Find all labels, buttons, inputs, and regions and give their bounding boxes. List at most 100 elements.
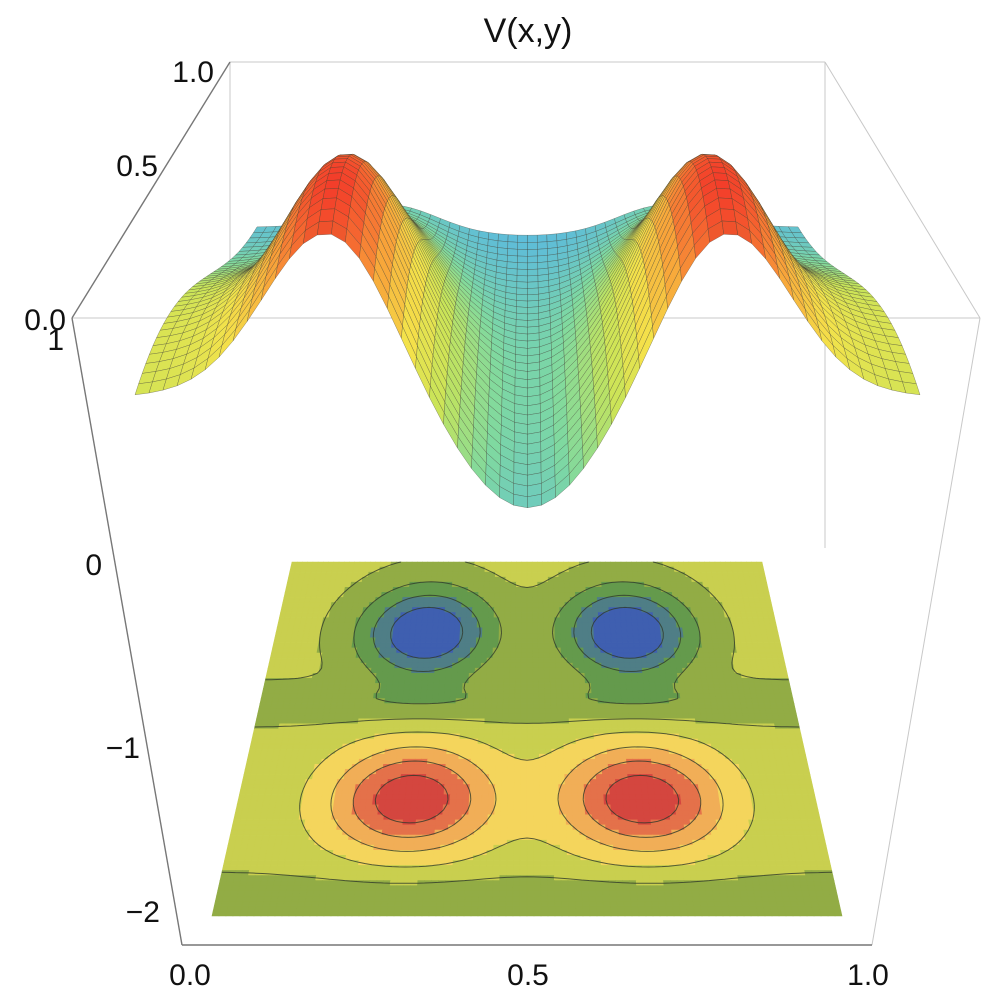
contour-cell	[672, 637, 680, 644]
contour-cell	[719, 758, 727, 765]
contour-cell	[432, 561, 439, 568]
contour-cell	[507, 794, 515, 800]
contour-cell	[309, 824, 318, 831]
contour-cell	[424, 789, 432, 795]
contour-cell	[592, 607, 599, 613]
contour-cell	[728, 779, 737, 785]
contour-cell	[626, 688, 634, 694]
contour-cell	[371, 703, 380, 709]
contour-cell	[636, 612, 643, 618]
contour-cell	[628, 713, 636, 720]
contour-cell	[408, 693, 416, 699]
contour-cell	[674, 657, 683, 664]
contour-cell	[488, 612, 495, 618]
contour-cell	[635, 723, 643, 730]
contour-cell	[569, 576, 576, 583]
contour-cell	[591, 809, 599, 816]
contour-cell	[537, 637, 545, 644]
contour-cell	[345, 678, 354, 684]
contour-cell	[604, 809, 612, 816]
contour-cell	[453, 834, 462, 841]
contour-cell	[376, 819, 384, 826]
contour-cell	[492, 667, 499, 674]
contour-cell	[597, 809, 606, 816]
contour-cell	[438, 769, 446, 775]
contour-cell	[661, 804, 670, 811]
contour-cell	[384, 652, 392, 659]
contour-cell	[309, 753, 317, 760]
contour-cell	[433, 672, 441, 679]
contour-cell	[376, 627, 383, 634]
contour-cell	[699, 799, 708, 806]
contour-cell	[600, 652, 608, 659]
contour-cell	[526, 662, 534, 669]
contour-cell	[683, 723, 691, 730]
contour-cell	[473, 698, 481, 704]
contour-cell	[556, 693, 563, 699]
contour-cell	[538, 667, 545, 674]
contour-cell	[521, 602, 528, 608]
contour-cell	[632, 763, 641, 770]
contour-cell	[438, 683, 446, 689]
contour-cell	[570, 779, 579, 785]
contour-cell	[286, 809, 295, 816]
contour-cell	[650, 824, 659, 831]
contour-cell	[544, 672, 551, 679]
contour-cell	[365, 708, 373, 715]
contour-cell	[532, 597, 539, 603]
contour-cell	[633, 586, 641, 593]
contour-cell	[663, 819, 672, 826]
contour-cell	[431, 627, 439, 634]
contour-cell	[537, 612, 544, 618]
contour-cell	[312, 733, 321, 740]
contour-cell	[435, 581, 443, 588]
contour-cell	[543, 667, 551, 674]
contour-cell	[638, 758, 646, 765]
contour-cell	[676, 819, 685, 826]
contour-cell	[653, 576, 661, 583]
contour-cell	[593, 738, 601, 745]
contour-cell	[743, 789, 752, 795]
contour-cell	[425, 703, 433, 709]
contour-cell	[410, 733, 418, 740]
contour-cell	[697, 733, 705, 740]
contour-cell	[326, 804, 335, 811]
contour-cell	[766, 607, 774, 613]
contour-cell	[552, 561, 559, 568]
contour-cell	[683, 769, 691, 775]
contour-cell	[617, 728, 625, 735]
contour-cell	[465, 627, 472, 634]
contour-cell	[388, 769, 396, 775]
contour-cell	[561, 683, 569, 689]
contour-cell	[500, 804, 508, 811]
contour-cell	[453, 561, 460, 568]
contour-cell	[644, 592, 652, 598]
contour-cell	[404, 672, 412, 679]
contour-cell	[433, 612, 440, 618]
contour-cell	[574, 708, 582, 715]
contour-cell	[637, 814, 645, 821]
contour-cell	[667, 688, 675, 694]
contour-cell	[375, 632, 383, 639]
contour-cell	[376, 622, 384, 629]
contour-cell	[526, 667, 534, 674]
contour-cell	[795, 738, 804, 745]
contour-cell	[627, 642, 635, 649]
contour-cell	[433, 839, 442, 846]
contour-cell	[515, 642, 522, 649]
contour-cell	[696, 824, 705, 831]
contour-cell	[493, 627, 500, 634]
contour-cell	[643, 688, 651, 694]
contour-cell	[491, 693, 498, 699]
contour-cell	[526, 688, 534, 694]
contour-cell	[359, 794, 368, 800]
contour-cell	[330, 703, 338, 709]
contour-cell	[687, 708, 695, 715]
contour-cell	[445, 678, 452, 684]
contour-cell	[596, 592, 603, 598]
contour-cell	[429, 804, 438, 811]
contour-cell	[379, 738, 387, 745]
contour-cell	[713, 763, 722, 770]
contour-cell	[521, 612, 528, 618]
contour-cell	[571, 794, 579, 800]
